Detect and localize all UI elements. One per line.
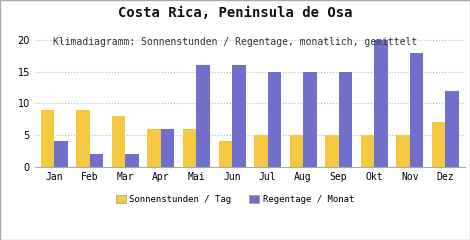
Bar	[183, 129, 196, 167]
Text: Costa Rica, Peninsula de Osa: Costa Rica, Peninsula de Osa	[118, 6, 352, 20]
Bar	[55, 141, 68, 167]
Bar	[360, 135, 374, 167]
Legend: Sonnenstunden / Tag, Regentage / Monat: Sonnenstunden / Tag, Regentage / Monat	[112, 192, 358, 208]
Text: Klimadiagramm: Sonnenstunden / Regentage, monatlich, gemittelt: Klimadiagramm: Sonnenstunden / Regentage…	[53, 37, 417, 47]
Bar	[148, 129, 161, 167]
Bar	[445, 91, 459, 167]
Bar	[290, 135, 303, 167]
Bar	[219, 141, 232, 167]
Bar	[374, 40, 388, 167]
Bar	[90, 154, 103, 167]
Bar	[232, 65, 245, 167]
Bar	[325, 135, 339, 167]
Bar	[339, 72, 352, 167]
Bar	[112, 116, 125, 167]
Bar	[196, 65, 210, 167]
Bar	[410, 53, 423, 167]
Bar	[254, 135, 267, 167]
Bar	[41, 110, 55, 167]
Bar	[125, 154, 139, 167]
Bar	[396, 135, 410, 167]
Bar	[267, 72, 281, 167]
Bar	[432, 122, 445, 167]
Bar	[161, 129, 174, 167]
Bar	[303, 72, 317, 167]
Bar	[76, 110, 90, 167]
Text: Copyright (C) 2011 sonnenlaender.de: Copyright (C) 2011 sonnenlaender.de	[141, 226, 329, 235]
